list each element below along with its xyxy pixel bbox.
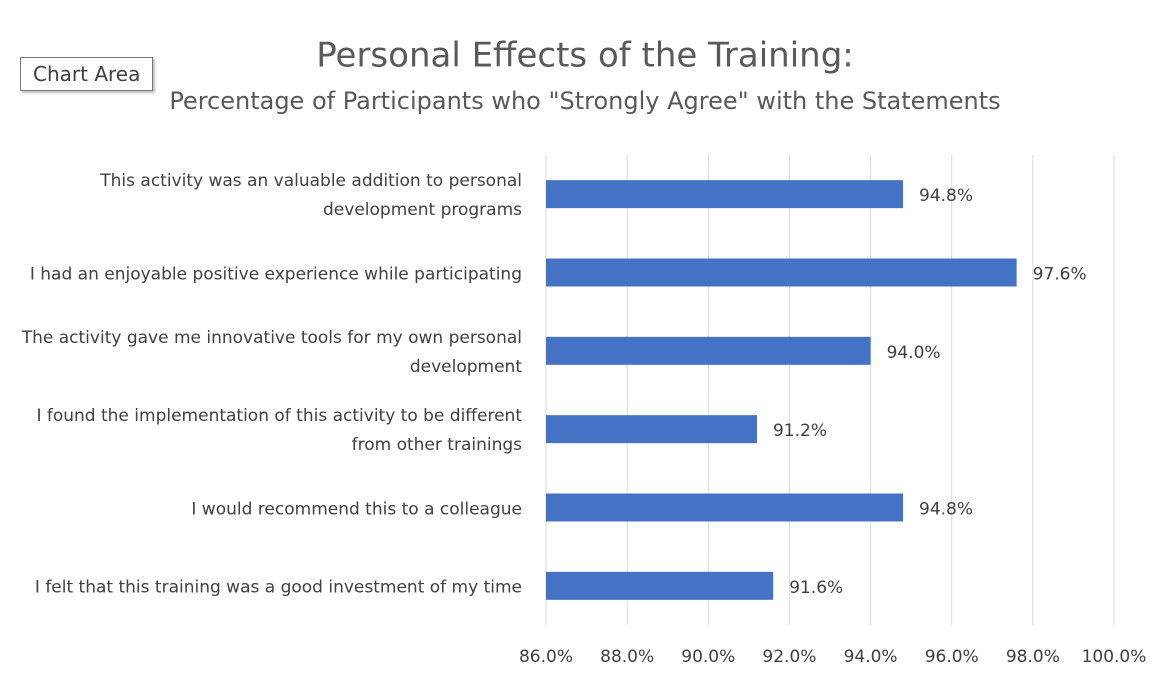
- category-label: The activity gave me innovative tools fo…: [21, 327, 522, 377]
- category-label: I had an enjoyable positive experience w…: [29, 264, 522, 284]
- value-label: 91.2%: [773, 421, 827, 441]
- category-label: I would recommend this to a colleague: [191, 499, 522, 519]
- x-tick-label: 96.0%: [925, 647, 979, 667]
- tooltip: Chart Area: [20, 57, 154, 91]
- bar: [546, 571, 774, 600]
- x-tick-label: 92.0%: [762, 647, 816, 667]
- chart-subtitle: Percentage of Participants who "Strongly…: [169, 87, 1000, 115]
- x-tick-label: 94.0%: [844, 647, 898, 667]
- chart-title: Personal Effects of the Training:: [316, 36, 854, 76]
- bar: [546, 180, 904, 209]
- value-label: 94.8%: [919, 500, 973, 520]
- category-label: I found the implementation of this activ…: [36, 406, 522, 456]
- category-label: I felt that this training was a good inv…: [34, 577, 522, 598]
- value-label: 94.0%: [887, 343, 941, 363]
- bar: [546, 258, 1017, 287]
- bar: [546, 493, 904, 522]
- x-tick-label: 98.0%: [1006, 647, 1060, 667]
- bar: [546, 336, 871, 365]
- x-tick-label: 100.0%: [1082, 647, 1147, 667]
- bar: [546, 415, 757, 444]
- value-label: 91.6%: [789, 578, 843, 598]
- value-label: 97.6%: [1033, 265, 1087, 285]
- category-label: This activity was an valuable addition t…: [100, 171, 522, 221]
- value-label: 94.8%: [919, 186, 973, 206]
- x-tick-label: 86.0%: [519, 647, 573, 667]
- x-tick-label: 90.0%: [681, 647, 735, 667]
- x-tick-label: 88.0%: [600, 647, 654, 667]
